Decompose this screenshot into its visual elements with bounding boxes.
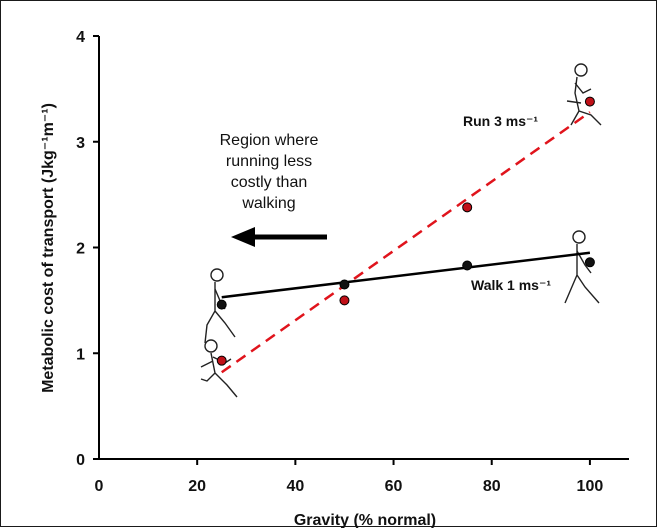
x-tick-label: 20 [188, 478, 206, 495]
run-fit-line [221, 111, 591, 374]
walk-data-point [584, 257, 595, 268]
y-tick-label: 4 [76, 29, 85, 46]
y-tick-label: 0 [76, 452, 85, 469]
runner-figure-bottom [200, 339, 238, 398]
annotation-line-1: Region where [220, 132, 319, 149]
walk-data-point [216, 299, 227, 310]
legend-run: Run 3 ms⁻¹ [463, 113, 538, 129]
y-ticks: 0 1 2 3 4 [76, 29, 99, 469]
x-tick-label: 80 [483, 478, 501, 495]
annotation-line-2: running less [226, 153, 312, 170]
walk-data-point [339, 279, 350, 290]
series-lines [221, 111, 591, 374]
x-axis-label: Gravity (% normal) [294, 512, 436, 528]
y-tick-label: 2 [76, 241, 85, 258]
annotation-line-4: walking [241, 195, 295, 212]
annotation-text: Region where running less costly than wa… [220, 132, 319, 212]
x-tick-label: 40 [286, 478, 304, 495]
run-data-point [216, 355, 227, 366]
run-data-point [339, 295, 350, 306]
x-tick-label: 100 [577, 478, 604, 495]
walk-data-point [462, 260, 473, 271]
x-ticks: 0 20 40 60 80 100 [95, 459, 604, 495]
runner-figure-top [566, 63, 602, 126]
walker-figure-right [564, 230, 600, 304]
x-tick-label: 60 [385, 478, 403, 495]
x-tick-label: 0 [95, 478, 104, 495]
walk-fit-line [221, 251, 591, 299]
y-tick-label: 3 [76, 135, 85, 152]
annotation-line-3: costly than [231, 174, 307, 191]
y-axis-label: Metabolic cost of transport (Jkg⁻¹m⁻¹) [40, 103, 57, 393]
run-data-point [462, 202, 473, 213]
run-data-point [584, 96, 595, 107]
series-points [216, 96, 595, 366]
legend-walk: Walk 1 ms⁻¹ [471, 277, 551, 293]
annotation-arrow [231, 227, 327, 247]
y-tick-label: 1 [76, 346, 85, 363]
